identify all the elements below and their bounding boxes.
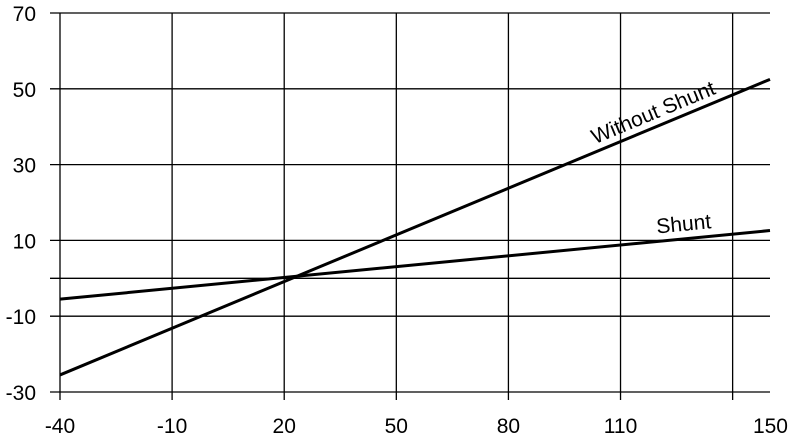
series-line-without-shunt	[59, 77, 771, 377]
series-labels: Without Shunt Shunt	[588, 77, 719, 239]
x-tick-label: -10	[157, 415, 187, 438]
y-tick-label: -30	[6, 382, 36, 405]
y-tick-label: 30	[13, 155, 36, 178]
series-lines	[59, 77, 771, 377]
x-tick-label: 80	[497, 415, 520, 438]
y-tick-label: 70	[13, 3, 36, 26]
x-tick-label: 20	[273, 415, 296, 438]
y-tick-label: -10	[6, 306, 36, 329]
series-line-shunt	[59, 229, 771, 301]
x-tick-label: 110	[604, 415, 637, 438]
y-tick-label: 50	[13, 79, 36, 102]
x-tick-label: -40	[45, 415, 75, 438]
x-tick-label: 50	[385, 415, 408, 438]
y-tick-label: 10	[13, 230, 36, 253]
x-tick-label: 150	[753, 415, 788, 438]
grid	[50, 12, 770, 400]
series-label: Shunt	[655, 210, 712, 238]
series-label: Without Shunt	[588, 77, 719, 149]
tick-labels: -40 -10 20 50 80 110 150 -30 -10 10 30 50 70	[6, 3, 788, 438]
